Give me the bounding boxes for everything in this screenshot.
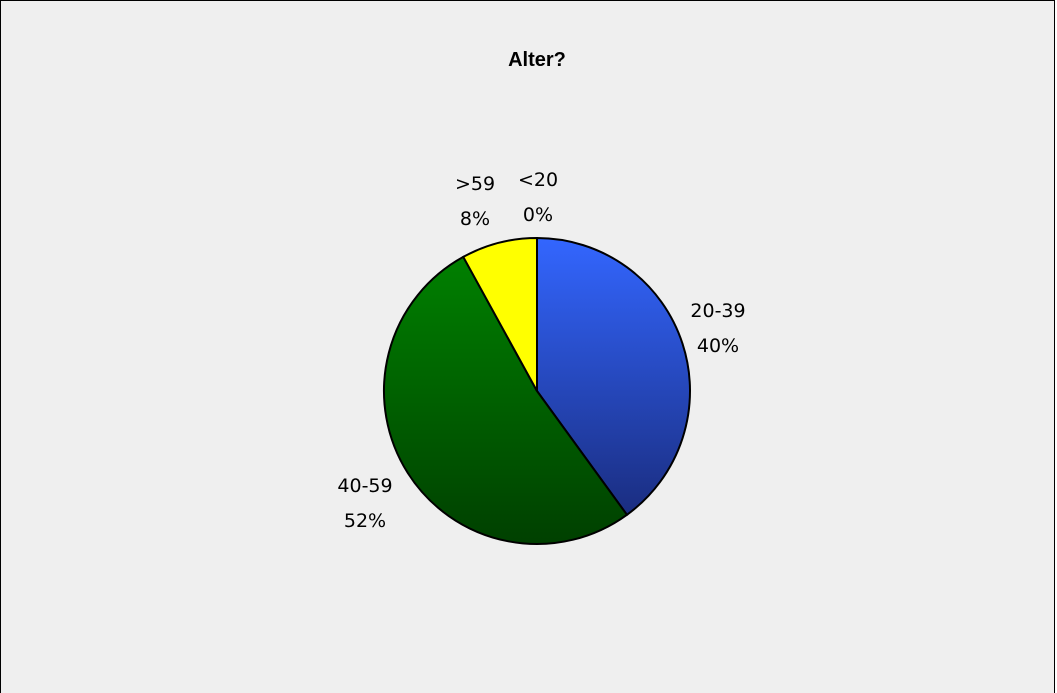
slice-category-label-over-59: >59	[455, 173, 495, 195]
slice-percent-label-under-20: 0%	[523, 204, 553, 226]
pie-slice-40-59	[382, 255, 629, 545]
slice-category-label-under-20: <20	[518, 169, 558, 191]
slice-percent-label-20-39: 40%	[697, 335, 739, 357]
slice-percent-label-over-59: 8%	[460, 208, 490, 230]
slice-percent-label-40-59: 52%	[344, 510, 386, 532]
pie-slice-over-59	[461, 236, 538, 392]
chart-title: Alter?	[508, 49, 566, 71]
pie-slice-20-39	[536, 236, 691, 517]
slice-labels: 20-39 40% 40-59 52% >59 8% <20 0%	[337, 169, 745, 532]
pie-slices	[382, 236, 691, 545]
slice-category-label-40-59: 40-59	[337, 475, 392, 497]
slice-category-label-20-39: 20-39	[690, 300, 745, 322]
